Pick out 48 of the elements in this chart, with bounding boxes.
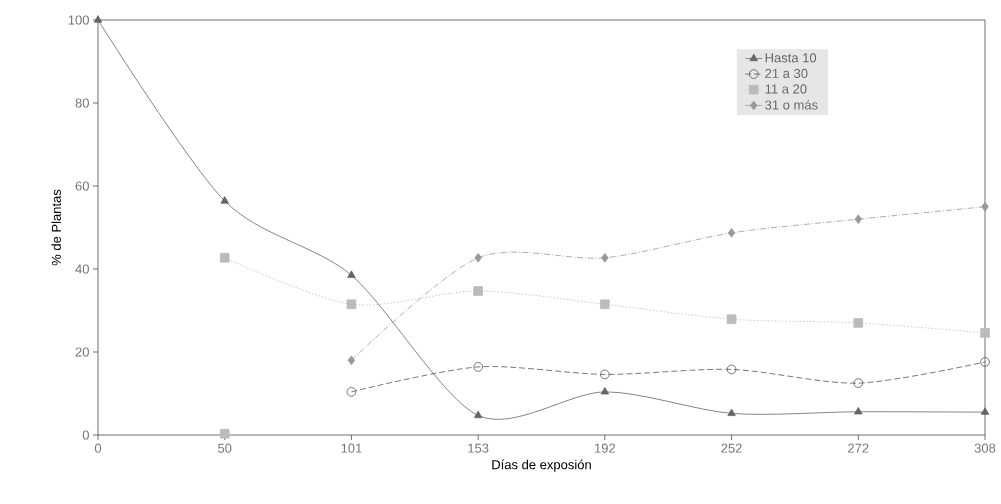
point xyxy=(980,407,990,415)
y-tick-label: 80 xyxy=(75,98,89,108)
legend-label: 11 a 20 xyxy=(765,84,807,94)
point xyxy=(727,408,736,417)
legend-label: 31 o más xyxy=(765,99,818,110)
point xyxy=(473,286,483,296)
point xyxy=(347,270,356,278)
point xyxy=(853,378,864,388)
point xyxy=(601,253,609,263)
point xyxy=(473,410,483,419)
y-tick-label: 0 xyxy=(82,430,89,440)
y-axis-title: % de Plantas xyxy=(51,189,61,266)
point xyxy=(346,387,357,397)
x-tick-label: 192 xyxy=(595,443,616,453)
point xyxy=(726,314,737,324)
x-tick-label: 101 xyxy=(341,443,362,453)
point xyxy=(980,328,990,338)
point xyxy=(220,196,229,204)
point xyxy=(219,428,230,439)
x-tick-label: 272 xyxy=(848,443,869,453)
y-tick-label: 20 xyxy=(75,347,89,357)
point xyxy=(981,201,989,212)
legend-label: Hasta 10 xyxy=(765,53,817,63)
x-axis-title: Días de exposión xyxy=(492,459,591,472)
x-tick-label: 153 xyxy=(468,443,489,453)
point xyxy=(600,299,610,310)
point xyxy=(727,228,736,238)
point xyxy=(980,357,990,367)
point xyxy=(93,15,103,23)
point xyxy=(854,214,862,224)
y-tick-label: 40 xyxy=(75,264,89,274)
point xyxy=(726,364,737,375)
point xyxy=(600,387,610,395)
x-tick-label: 50 xyxy=(218,443,232,453)
y-tick-label: 60 xyxy=(75,181,89,191)
point xyxy=(473,362,483,372)
point xyxy=(474,253,482,263)
x-tick-label: 308 xyxy=(974,443,996,453)
point xyxy=(600,369,610,380)
point xyxy=(346,299,357,310)
x-tick-label: 252 xyxy=(721,443,742,453)
point xyxy=(854,406,863,415)
x-tick-label: 0 xyxy=(94,443,102,453)
point xyxy=(347,355,356,366)
point xyxy=(853,318,864,328)
y-tick-label: 100 xyxy=(68,15,89,25)
legend-label: 21 a 30 xyxy=(765,68,808,78)
point xyxy=(219,253,230,263)
